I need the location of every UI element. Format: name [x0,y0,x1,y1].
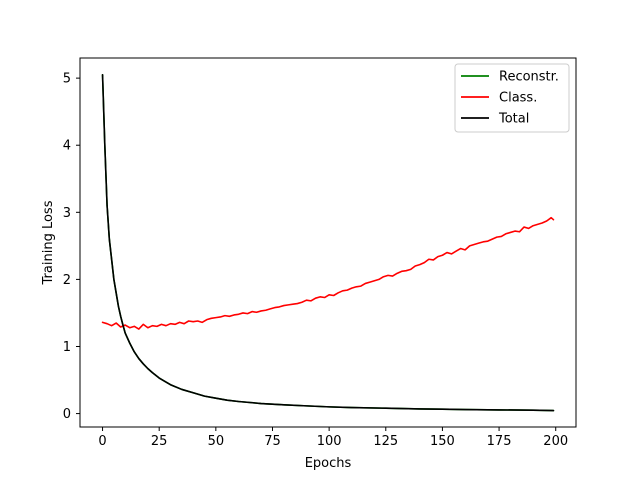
legend-label-total: Total [498,112,529,127]
x-tick-label: 25 [151,434,168,449]
x-tick-label: 0 [98,434,106,449]
y-tick-label: 2 [63,273,71,288]
y-axis-label: Training Loss [41,200,56,285]
y-tick-label: 0 [63,407,71,422]
y-tick-label: 3 [63,206,71,221]
x-tick-label: 50 [208,434,225,449]
plot-frame [79,57,577,428]
y-tick-label: 1 [63,340,71,355]
x-tick-label: 175 [487,434,512,449]
legend: Reconstr. Class. Total [454,63,570,133]
y-axis-ticks: 0 1 2 3 4 5 [63,72,80,422]
series-layer [101,73,555,412]
y-tick-label: 4 [63,139,71,154]
x-tick-label: 100 [317,434,342,449]
x-axis-ticks: 0 25 50 75 100 125 150 175 200 [98,427,568,449]
x-tick-label: 200 [543,434,568,449]
y-tick-label: 5 [63,72,71,87]
legend-box [454,63,570,133]
legend-label-reconstr: Reconstr. [499,70,559,85]
x-tick-label: 75 [264,434,281,449]
x-axis-label: Epochs [305,456,352,471]
x-tick-label: 125 [373,434,398,449]
series-line-total [101,73,555,412]
x-tick-label: 150 [430,434,455,449]
series-line-class [101,216,555,330]
legend-label-class: Class. [499,91,537,106]
